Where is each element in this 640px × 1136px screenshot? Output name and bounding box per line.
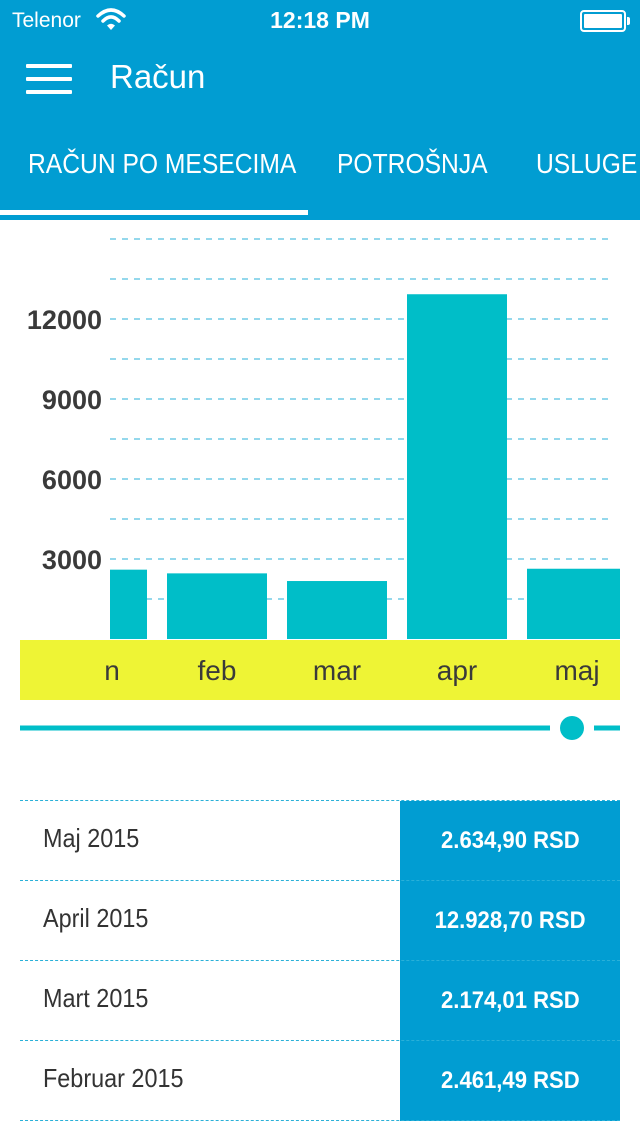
bill-amount: 2.461,49 RSD bbox=[400, 1041, 620, 1121]
slider-thumb[interactable] bbox=[560, 716, 584, 740]
y-tick-label: 6000 bbox=[42, 465, 102, 495]
clock: 12:18 PM bbox=[270, 7, 370, 33]
x-tick-label: feb bbox=[198, 655, 237, 686]
table-row[interactable]: Februar 2015 2.461,49 RSD bbox=[20, 1040, 620, 1121]
bill-amount: 2.634,90 RSD bbox=[400, 801, 620, 881]
bill-month: April 2015 bbox=[43, 903, 149, 933]
bars-group bbox=[110, 294, 627, 639]
x-tick-label: n bbox=[104, 655, 120, 686]
active-tab-indicator bbox=[0, 210, 308, 215]
app-bar: Račun RAČUN PO MESECIMA POTROŠNJA USLUGE… bbox=[0, 40, 640, 220]
tab-label: RAČUN PO MESECIMA bbox=[28, 148, 297, 179]
bill-month: Mart 2015 bbox=[43, 983, 149, 1013]
bills-table: Maj 2015 2.634,90 RSD April 2015 12.928,… bbox=[20, 800, 620, 1121]
bar-feb[interactable] bbox=[167, 573, 267, 639]
table-row[interactable]: Mart 2015 2.174,01 RSD bbox=[20, 960, 620, 1041]
carrier-name: Telenor bbox=[12, 9, 81, 32]
tab-usluge[interactable]: USLUGE V bbox=[536, 148, 640, 220]
page-title: Račun bbox=[110, 58, 206, 95]
bill-month: Februar 2015 bbox=[43, 1063, 184, 1093]
table-row[interactable]: Maj 2015 2.634,90 RSD bbox=[20, 800, 620, 881]
bar-mar[interactable] bbox=[287, 581, 387, 639]
y-tick-label: 12000 bbox=[27, 305, 102, 335]
bill-amount: 12.928,70 RSD bbox=[400, 881, 620, 961]
bar-maj[interactable] bbox=[527, 568, 627, 639]
hamburger-menu-icon[interactable] bbox=[26, 62, 72, 96]
tab-label: USLUGE V bbox=[536, 148, 640, 179]
bar-chart: 3000 6000 9000 12000 n feb mar apr maj bbox=[20, 238, 627, 740]
y-tick-label: 3000 bbox=[42, 545, 102, 575]
battery-icon bbox=[580, 10, 630, 32]
status-bar: Telenor 12:18 PM bbox=[0, 0, 640, 40]
tab-potrosnja[interactable]: POTROŠNJA bbox=[337, 148, 508, 220]
wifi-icon bbox=[96, 8, 126, 30]
x-tick-label: maj bbox=[554, 655, 599, 686]
month-label-strip bbox=[20, 640, 620, 700]
bill-month: Maj 2015 bbox=[43, 823, 140, 853]
table-row[interactable]: April 2015 12.928,70 RSD bbox=[20, 880, 620, 961]
bill-amount: 2.174,01 RSD bbox=[400, 961, 620, 1041]
table-row-end bbox=[20, 1120, 620, 1121]
y-tick-label: 9000 bbox=[42, 385, 102, 415]
bar-jan[interactable] bbox=[110, 569, 147, 639]
tab-label: POTROŠNJA bbox=[337, 148, 488, 179]
bar-apr[interactable] bbox=[407, 294, 507, 639]
monthly-bill-chart: 3000 6000 9000 12000 n feb mar apr maj bbox=[0, 220, 640, 760]
tab-racun-po-mesecima[interactable]: RAČUN PO MESECIMA bbox=[28, 148, 333, 220]
x-tick-label: mar bbox=[313, 655, 361, 686]
x-tick-label: apr bbox=[437, 655, 477, 686]
